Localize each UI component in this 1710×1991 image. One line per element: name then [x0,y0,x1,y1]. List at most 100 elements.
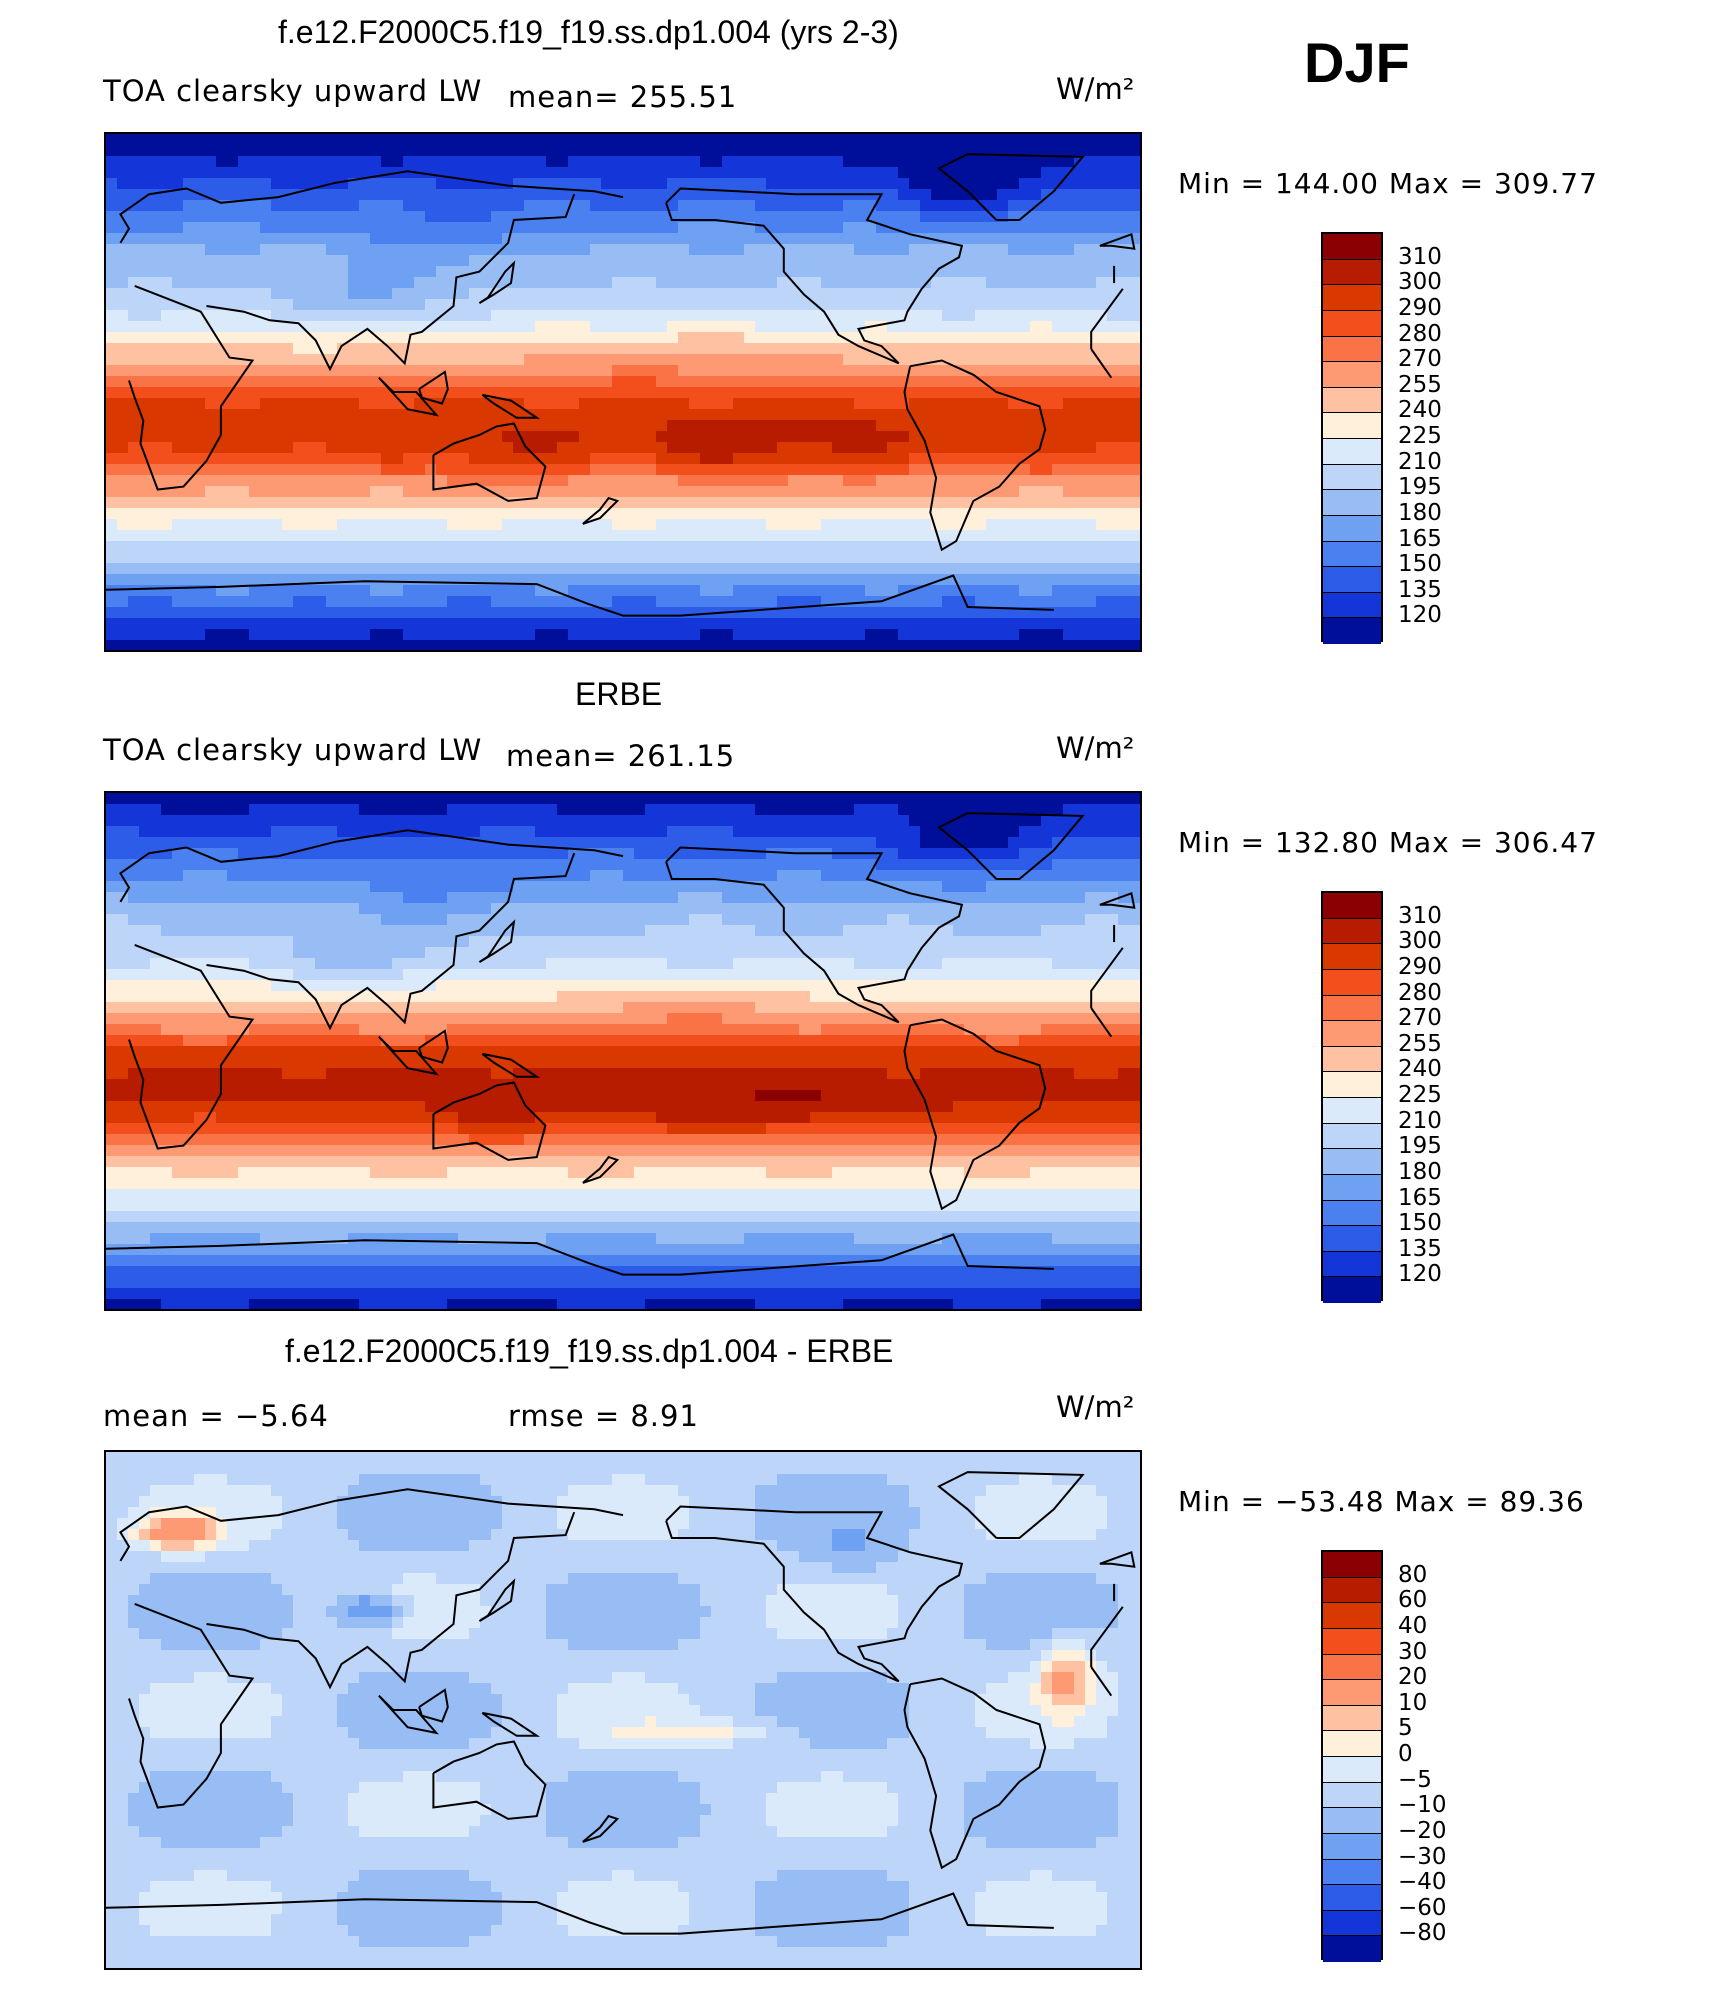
field-cell [579,618,591,630]
field-cell [282,815,294,827]
field-cell [348,354,360,366]
field-cell [216,815,228,827]
field-cell [942,508,954,520]
field-cell [502,376,514,388]
field-cell [1052,541,1064,553]
field-cell [150,387,162,399]
field-cell [799,541,811,553]
field-cell [689,519,701,531]
field-cell [645,387,657,399]
field-cell [546,442,558,454]
field-cell [986,596,998,608]
field-cell [249,530,261,542]
field-cell [1052,321,1064,333]
field-cell [766,376,778,388]
field-cell [1041,629,1053,641]
field-cell [799,321,811,333]
field-cell [876,541,888,553]
field-cell [469,277,481,289]
field-cell [194,585,206,597]
field-cell [689,541,701,553]
field-cell [205,596,217,608]
field-cell [975,530,987,542]
field-cell [1008,552,1020,564]
field-cell [436,266,448,278]
colorbar-swatch [1323,259,1381,286]
coastline [119,170,624,244]
field-cell [502,409,514,421]
field-cell [1063,804,1075,816]
field-cell [1118,541,1130,553]
field-cell [744,629,756,641]
field-cell [799,431,811,443]
field-cell [799,629,811,641]
panel-2-map [104,791,1142,1311]
field-cell [414,442,426,454]
field-cell [876,167,888,179]
field-cell [282,299,294,311]
field-cell [601,277,613,289]
field-cell [260,354,272,366]
field-cell [1107,431,1119,443]
colorbar-tick-label: 180 [1398,499,1442,526]
field-cell [898,585,910,597]
field-cell [183,134,195,146]
field-cell [172,222,184,234]
field-cell [942,837,954,849]
field-cell [975,233,987,245]
field-cell [645,596,657,608]
field-cell [832,541,844,553]
field-cell [975,804,987,816]
field-cell [997,530,1009,542]
field-cell [392,815,404,827]
field-cell [513,618,525,630]
field-cell [557,607,569,619]
field-cell [1118,486,1130,498]
field-cell [557,420,569,432]
field-cell [788,475,800,487]
field-cell [436,431,448,443]
field-cell [469,793,481,805]
field-cell [1107,321,1119,333]
field-cell [491,552,503,564]
field-cell [1096,189,1108,201]
field-cell [161,815,173,827]
field-cell [854,420,866,432]
field-cell [227,640,239,650]
field-cell [480,310,492,322]
field-cell [722,464,734,476]
field-cell [425,629,437,641]
field-cell [1019,552,1031,564]
panel-1-map-svg [106,134,1140,650]
field-cell [876,563,888,575]
field-cell [1085,288,1097,300]
field-cell [744,178,756,190]
field-cell [788,508,800,520]
field-cell [678,618,690,630]
field-cell [480,815,492,827]
field-cell [194,167,206,179]
field-cell [249,200,261,212]
field-cell [975,563,987,575]
field-cell [898,475,910,487]
field-cell [392,508,404,520]
field-cell [260,167,272,179]
field-cell [920,134,932,146]
field-cell [601,365,613,377]
field-cell [843,431,855,443]
field-cell [645,376,657,388]
field-cell [546,310,558,322]
field-cell [282,508,294,520]
field-cell [436,530,448,542]
field-cell [733,299,745,311]
field-cell [634,167,646,179]
field-cell [1008,233,1020,245]
field-cell [117,409,129,421]
field-cell [502,530,514,542]
field-cell [150,464,162,476]
field-cell [458,200,470,212]
field-cell [689,464,701,476]
field-cell [524,552,536,564]
field-cell [326,607,338,619]
colorbar-tick-label: 290 [1398,294,1442,321]
